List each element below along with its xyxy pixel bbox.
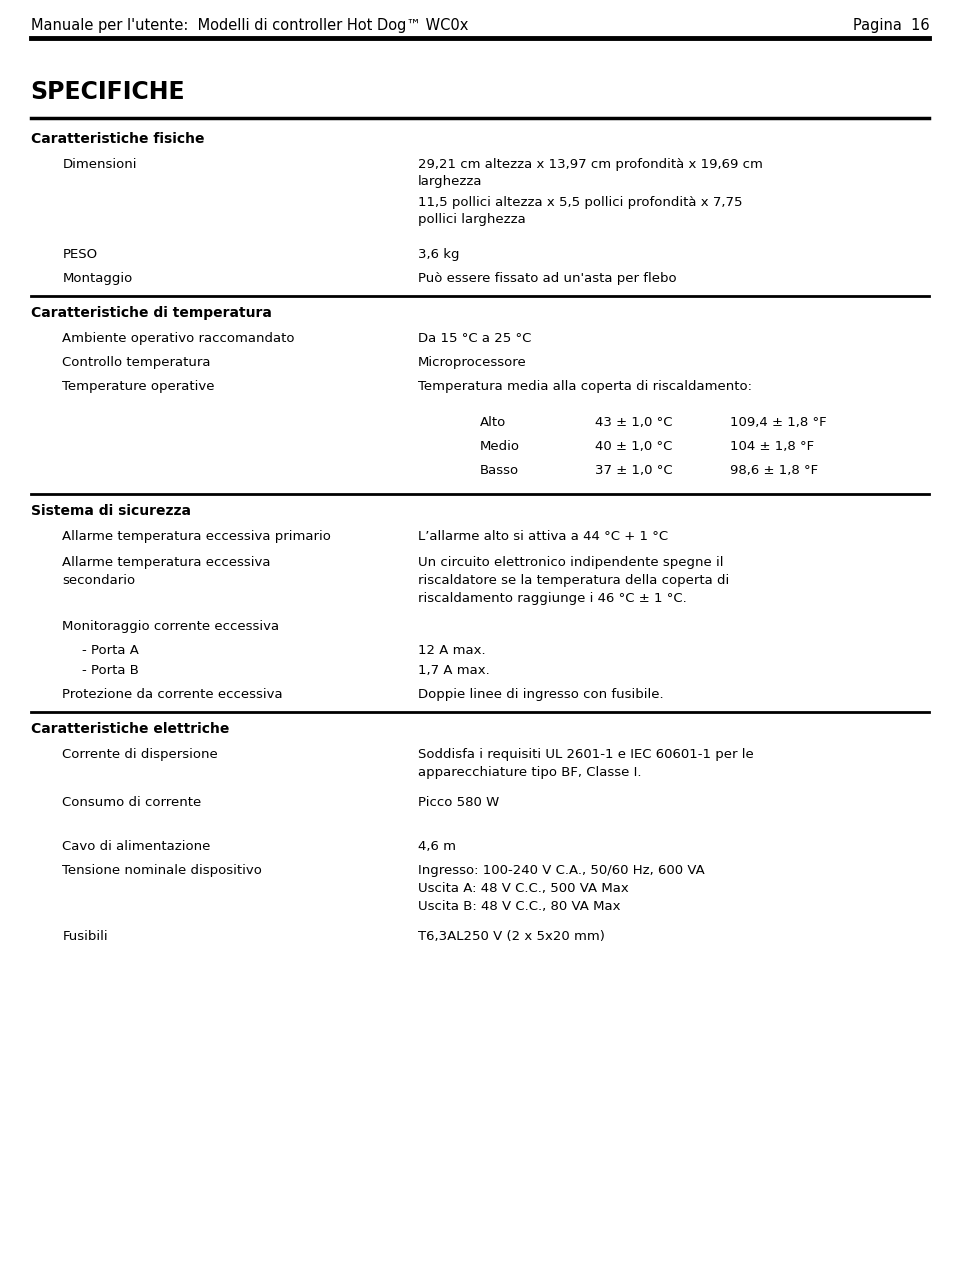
Text: Pagina  16: Pagina 16 — [852, 18, 929, 33]
Text: 1,7 A max.: 1,7 A max. — [418, 664, 490, 677]
Text: 37 ± 1,0 °C: 37 ± 1,0 °C — [595, 464, 673, 477]
Text: Sistema di sicurezza: Sistema di sicurezza — [31, 504, 191, 518]
Text: 11,5 pollici altezza x 5,5 pollici profondità x 7,75
pollici larghezza: 11,5 pollici altezza x 5,5 pollici profo… — [418, 196, 742, 226]
Text: Picco 580 W: Picco 580 W — [418, 796, 499, 809]
Text: 104 ± 1,8 °F: 104 ± 1,8 °F — [730, 440, 814, 453]
Text: Caratteristiche di temperatura: Caratteristiche di temperatura — [31, 307, 272, 321]
Text: 29,21 cm altezza x 13,97 cm profondità x 19,69 cm
larghezza: 29,21 cm altezza x 13,97 cm profondità x… — [418, 158, 762, 188]
Text: 109,4 ± 1,8 °F: 109,4 ± 1,8 °F — [730, 416, 827, 429]
Text: Temperature operative: Temperature operative — [62, 380, 215, 393]
Text: Consumo di corrente: Consumo di corrente — [62, 796, 202, 809]
Text: Può essere fissato ad un'asta per flebo: Può essere fissato ad un'asta per flebo — [418, 272, 676, 285]
Text: Allarme temperatura eccessiva
secondario: Allarme temperatura eccessiva secondario — [62, 556, 271, 586]
Text: Caratteristiche fisiche: Caratteristiche fisiche — [31, 132, 204, 146]
Text: SPECIFICHE: SPECIFICHE — [31, 80, 185, 104]
Text: Ingresso: 100-240 V C.A., 50/60 Hz, 600 VA
Uscita A: 48 V C.C., 500 VA Max
Uscit: Ingresso: 100-240 V C.A., 50/60 Hz, 600 … — [418, 864, 705, 913]
Text: 4,6 m: 4,6 m — [418, 840, 456, 854]
Text: Manuale per l'utente:  Modelli di controller Hot Dog™ WC0x: Manuale per l'utente: Modelli di control… — [31, 18, 468, 33]
Text: - Porta B: - Porta B — [82, 664, 138, 677]
Text: Temperatura media alla coperta di riscaldamento:: Temperatura media alla coperta di riscal… — [418, 380, 752, 393]
Text: PESO: PESO — [62, 248, 98, 261]
Text: 12 A max.: 12 A max. — [418, 644, 485, 658]
Text: 98,6 ± 1,8 °F: 98,6 ± 1,8 °F — [730, 464, 818, 477]
Text: Cavo di alimentazione: Cavo di alimentazione — [62, 840, 211, 854]
Text: T6,3AL250 V (2 x 5x20 mm): T6,3AL250 V (2 x 5x20 mm) — [418, 930, 605, 943]
Text: Alto: Alto — [480, 416, 506, 429]
Text: 43 ± 1,0 °C: 43 ± 1,0 °C — [595, 416, 673, 429]
Text: Monitoraggio corrente eccessiva: Monitoraggio corrente eccessiva — [62, 619, 279, 633]
Text: Soddisfa i requisiti UL 2601-1 e IEC 60601-1 per le
apparecchiature tipo BF, Cla: Soddisfa i requisiti UL 2601-1 e IEC 606… — [418, 748, 754, 778]
Text: Fusibili: Fusibili — [62, 930, 108, 943]
Text: L’allarme alto si attiva a 44 °C + 1 °C: L’allarme alto si attiva a 44 °C + 1 °C — [418, 530, 668, 543]
Text: Microprocessore: Microprocessore — [418, 356, 526, 369]
Text: Controllo temperatura: Controllo temperatura — [62, 356, 211, 369]
Text: Ambiente operativo raccomandato: Ambiente operativo raccomandato — [62, 332, 295, 345]
Text: Dimensioni: Dimensioni — [62, 158, 137, 170]
Text: Protezione da corrente eccessiva: Protezione da corrente eccessiva — [62, 688, 283, 701]
Text: - Porta A: - Porta A — [82, 644, 138, 658]
Text: Tensione nominale dispositivo: Tensione nominale dispositivo — [62, 864, 262, 876]
Text: Basso: Basso — [480, 464, 519, 477]
Text: Da 15 °C a 25 °C: Da 15 °C a 25 °C — [418, 332, 531, 345]
Text: 3,6 kg: 3,6 kg — [418, 248, 459, 261]
Text: 40 ± 1,0 °C: 40 ± 1,0 °C — [595, 440, 673, 453]
Text: Doppie linee di ingresso con fusibile.: Doppie linee di ingresso con fusibile. — [418, 688, 663, 701]
Text: Allarme temperatura eccessiva primario: Allarme temperatura eccessiva primario — [62, 530, 331, 543]
Text: Caratteristiche elettriche: Caratteristiche elettriche — [31, 722, 229, 736]
Text: Medio: Medio — [480, 440, 520, 453]
Text: Un circuito elettronico indipendente spegne il
riscaldatore se la temperatura de: Un circuito elettronico indipendente spe… — [418, 556, 729, 605]
Text: Montaggio: Montaggio — [62, 272, 132, 285]
Text: Corrente di dispersione: Corrente di dispersione — [62, 748, 218, 761]
